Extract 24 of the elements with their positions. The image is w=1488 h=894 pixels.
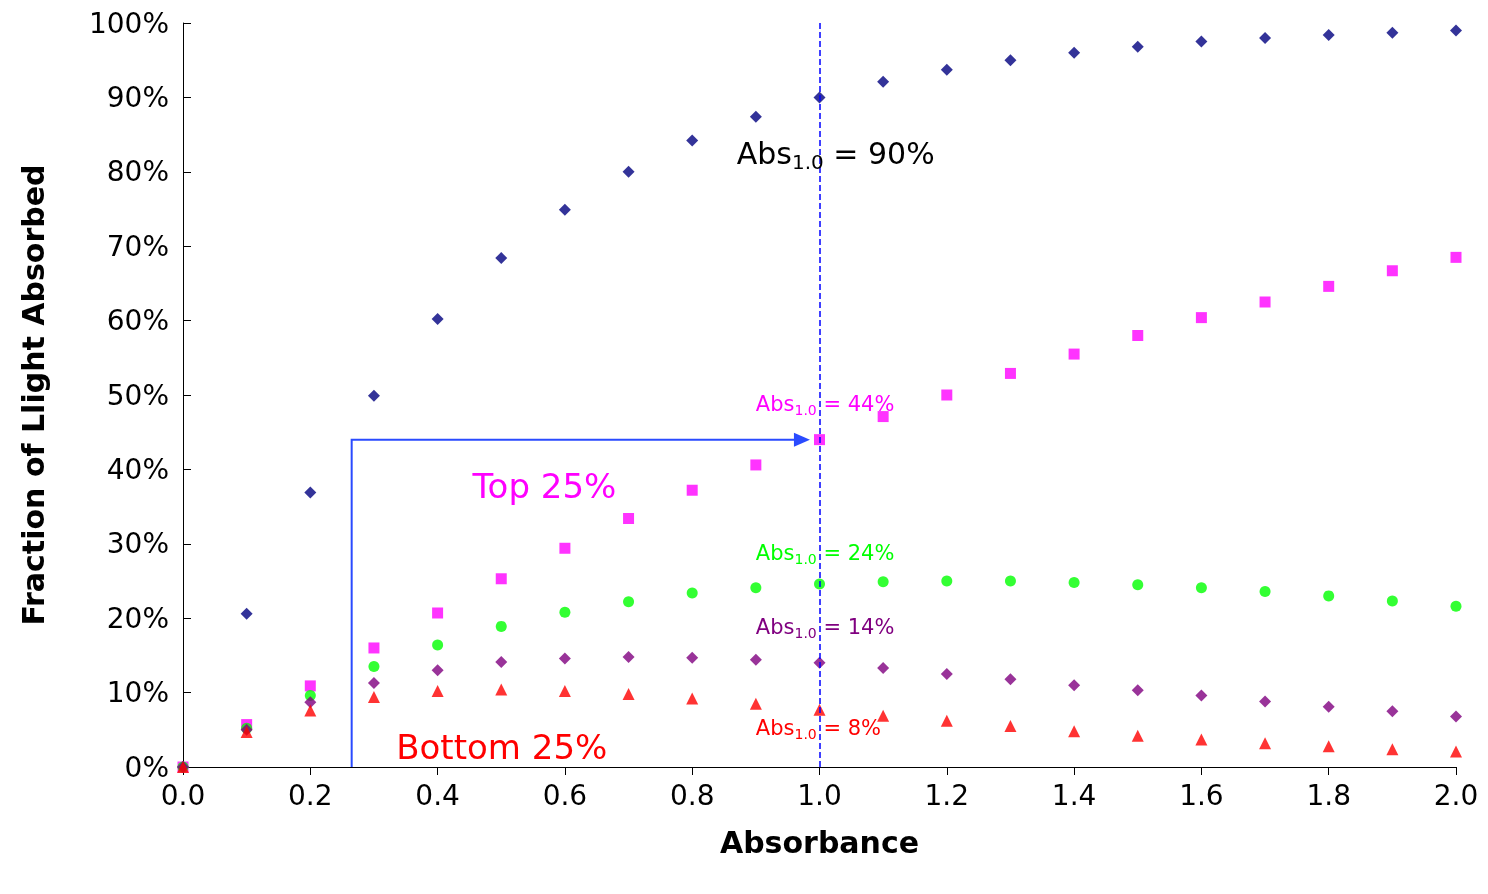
y-tick-label: 100% <box>88 6 169 40</box>
annotation: Bottom 25% <box>396 726 608 767</box>
x-tick-label: 1.0 <box>797 778 842 812</box>
y-tick-label: 20% <box>106 601 169 635</box>
y-axis-title: Fraction of Llight Absorbed <box>15 164 51 626</box>
x-tick-label: 0.2 <box>288 778 333 812</box>
x-tick-label: 1.6 <box>1179 778 1224 812</box>
x-axis-title: Absorbance <box>719 824 920 860</box>
x-tick-label: 1.8 <box>1306 778 1351 812</box>
y-tick-label: 10% <box>106 676 169 710</box>
y-tick-label: 70% <box>106 229 169 263</box>
y-tick-label: 80% <box>106 155 169 189</box>
x-tick-label: 0.8 <box>669 778 715 812</box>
y-tick-label: 40% <box>106 452 169 486</box>
x-tick-label: 2.0 <box>1433 778 1479 812</box>
annotation: Top 25% <box>471 466 617 507</box>
x-tick-label: 1.2 <box>924 778 970 812</box>
y-tick-label: 50% <box>106 378 169 412</box>
x-tick-label: 0.6 <box>542 778 588 812</box>
y-tick-label: 30% <box>106 527 169 561</box>
y-tick-label: 60% <box>106 304 169 338</box>
x-tick-label: 1.4 <box>1051 778 1097 812</box>
x-tick-label: 0.4 <box>415 778 460 812</box>
y-tick-label: 90% <box>106 80 169 114</box>
